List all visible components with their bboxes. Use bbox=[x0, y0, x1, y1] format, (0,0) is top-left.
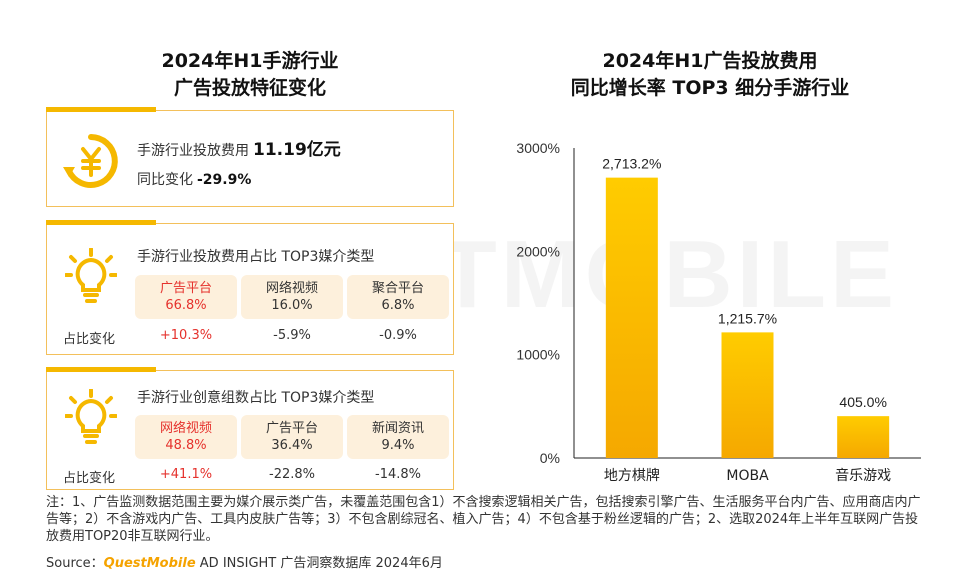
data-label: 2,713.2% bbox=[602, 156, 661, 172]
media-value: 6.8% bbox=[381, 298, 415, 313]
footnotes: 注：1、广告监测数据范围主要为媒介展示类广告，未覆盖范围包含1）不含搜索逻辑相关… bbox=[46, 495, 921, 544]
source-label: Source： bbox=[46, 556, 104, 571]
media-name: 网络视频 bbox=[265, 281, 318, 296]
spend-share-card: 手游行业投放费用占比 TOP3媒介类型 广告平台 66.8% 网络视频 16.0… bbox=[46, 220, 454, 355]
chart-title-line-1: 2024年H1广告投放费用 bbox=[602, 50, 818, 72]
media-value: 66.8% bbox=[165, 298, 207, 313]
source-brand: QuestMobile bbox=[103, 556, 196, 571]
yen-cycle-icon bbox=[63, 134, 118, 188]
change-value: -22.8% bbox=[269, 467, 315, 482]
media-value: 16.0% bbox=[271, 298, 313, 313]
left-title-line-2: 广告投放特征变化 bbox=[173, 77, 326, 99]
change-value: +41.1% bbox=[159, 467, 213, 482]
source-text: AD INSIGHT 广告洞察数据库 2024年6月 bbox=[199, 556, 443, 571]
bar bbox=[837, 416, 890, 458]
media-box-2: 广告平台 36.4% bbox=[241, 415, 343, 459]
x-tick-label: 音乐游戏 bbox=[835, 467, 891, 484]
bar bbox=[721, 332, 774, 458]
change-value: -14.8% bbox=[375, 467, 421, 482]
change-value: +10.3% bbox=[159, 328, 213, 343]
media-box-1: 网络视频 48.8% bbox=[135, 415, 237, 459]
growth-bar-chart: 0% 1000% 2000% 3000% 2,713.2% 地方棋牌 1,215.7% MO… bbox=[516, 140, 921, 484]
chart-title: 2024年H1广告投放费用 同比增长率 TOP3 细分手游行业 bbox=[490, 48, 930, 102]
y-tick-label: 2000% bbox=[516, 243, 560, 259]
x-tick-label: MOBA bbox=[726, 468, 769, 484]
spend-line: 手游行业投放费用 11.19亿元 bbox=[137, 135, 341, 160]
y-tick-label: 3000% bbox=[516, 140, 560, 156]
spend-value: 11.19亿元 bbox=[253, 140, 341, 160]
media-name: 广告平台 bbox=[265, 421, 318, 436]
yoy-label: 同比变化 bbox=[137, 172, 193, 188]
media-name: 聚合平台 bbox=[371, 281, 424, 296]
change-value: -5.9% bbox=[273, 328, 311, 343]
card-accent-tab bbox=[46, 367, 156, 372]
creative-share-card: 手游行业创意组数占比 TOP3媒介类型 网络视频 48.8% 广告平台 36.4… bbox=[46, 367, 454, 490]
lightbulb-icon bbox=[65, 248, 117, 303]
source-line: Source：QuestMobile AD INSIGHT 广告洞察数据库 20… bbox=[46, 552, 443, 571]
media-name: 网络视频 bbox=[159, 421, 212, 436]
media-box-3: 聚合平台 6.8% bbox=[347, 275, 449, 319]
card-accent-tab bbox=[46, 107, 156, 112]
data-label: 1,215.7% bbox=[718, 310, 777, 326]
media-name: 广告平台 bbox=[159, 281, 212, 296]
y-tick-label: 1000% bbox=[516, 347, 560, 363]
media-value: 48.8% bbox=[165, 438, 207, 453]
change-label: 占比变化 bbox=[63, 471, 116, 486]
yoy-line: 同比变化 -29.9% bbox=[137, 169, 251, 189]
data-label: 405.0% bbox=[839, 394, 886, 410]
media-value: 9.4% bbox=[381, 438, 415, 453]
left-section-title: 2024年H1手游行业 广告投放特征变化 bbox=[40, 48, 460, 102]
media-box-1: 广告平台 66.8% bbox=[135, 275, 237, 319]
chart-title-line-2: 同比增长率 TOP3 细分手游行业 bbox=[570, 77, 850, 99]
yoy-value: -29.9% bbox=[197, 172, 252, 188]
media-box-3: 新闻资讯 9.4% bbox=[347, 415, 449, 459]
lightbulb-icon bbox=[65, 389, 117, 444]
card-accent-tab bbox=[46, 220, 156, 225]
spend-card: 手游行业投放费用 11.19亿元 同比变化 -29.9% bbox=[46, 107, 454, 207]
card-heading: 手游行业创意组数占比 TOP3媒介类型 bbox=[137, 390, 375, 406]
x-tick-label: 地方棋牌 bbox=[604, 467, 660, 484]
spend-label: 手游行业投放费用 bbox=[137, 143, 249, 159]
change-value: -0.9% bbox=[379, 328, 417, 343]
card-heading: 手游行业投放费用占比 TOP3媒介类型 bbox=[137, 249, 375, 265]
media-value: 36.4% bbox=[271, 438, 313, 453]
left-title-line-1: 2024年H1手游行业 bbox=[161, 50, 339, 72]
change-label: 占比变化 bbox=[63, 332, 116, 347]
bar bbox=[605, 177, 658, 459]
media-name: 新闻资讯 bbox=[371, 421, 424, 436]
y-tick-label: 0% bbox=[540, 450, 560, 466]
media-box-2: 网络视频 16.0% bbox=[241, 275, 343, 319]
